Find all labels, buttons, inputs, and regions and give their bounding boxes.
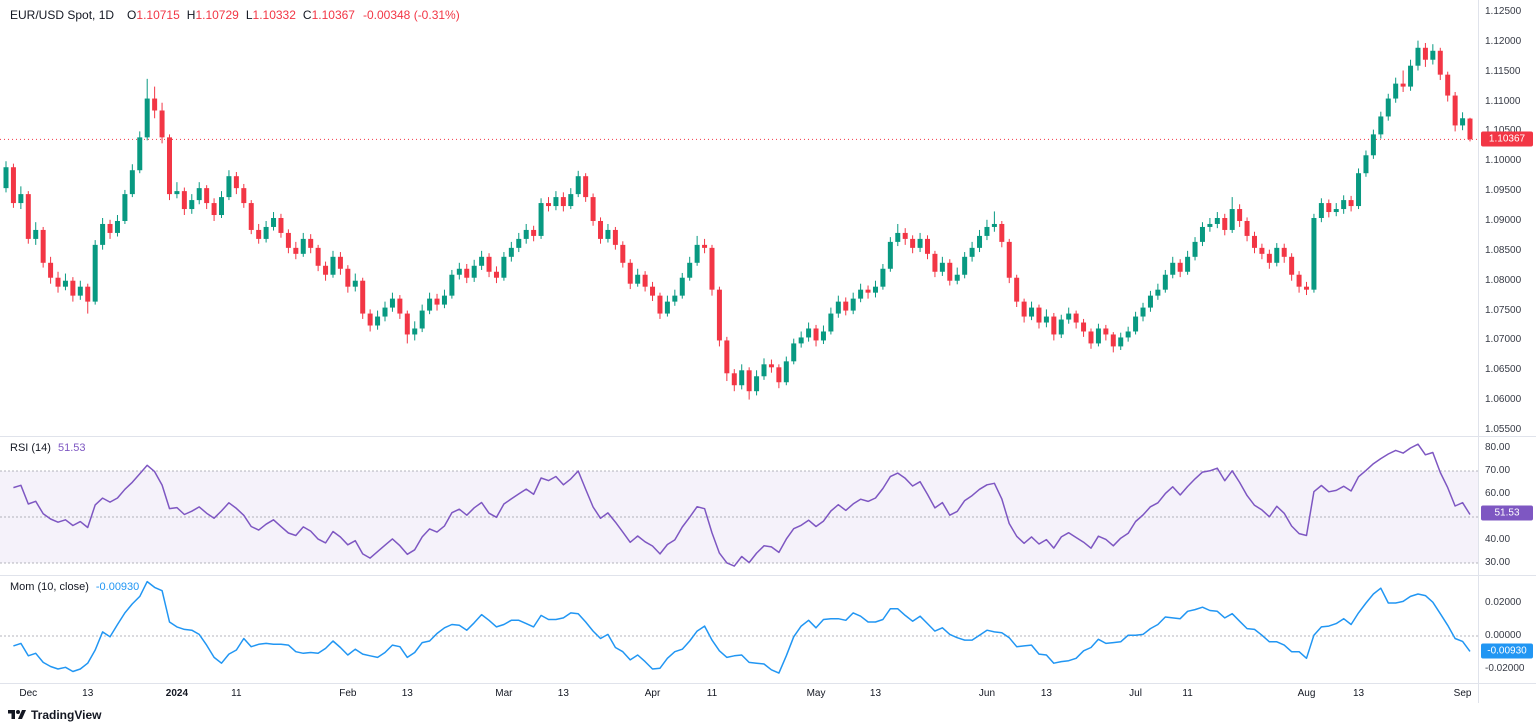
tradingview-logo[interactable]: TradingView — [8, 708, 101, 722]
axis-tick-label: 1.09000 — [1485, 214, 1522, 226]
candlestick-canvas[interactable] — [0, 0, 1478, 436]
ohlc-key: H — [186, 8, 196, 22]
axis-tick-label: 1.09500 — [1485, 185, 1522, 197]
time-axis-label: Feb — [339, 688, 357, 699]
axis-tick-label: 1.10000 — [1485, 155, 1522, 167]
time-axis-label: Dec — [19, 688, 38, 699]
time-axis-label: Jun — [978, 688, 996, 699]
rsi-value-badge: 51.53 — [1481, 505, 1533, 521]
time-axis-label: Mar — [495, 688, 513, 699]
mom-legend-value: -0.00930 — [95, 581, 140, 593]
ohlc-value: 1.10332 — [252, 8, 296, 22]
price-axis[interactable]: 1.12500 1.12000 1.11500 1.11000 1.10500 1.100… — [1478, 0, 1536, 703]
time-axis-label: 13 — [401, 688, 413, 699]
axis-tick-label: -0.02000 — [1485, 662, 1525, 674]
tradingview-logo-icon — [8, 710, 26, 719]
footer: TradingView — [0, 703, 1536, 727]
ohlc-key: O — [127, 8, 137, 22]
axis-tick-label: 30.00 — [1485, 557, 1511, 569]
tradingview-logo-text: TradingView — [31, 708, 102, 722]
time-axis-label: 11 — [1182, 688, 1193, 699]
axis-tick-label: 1.12000 — [1485, 35, 1522, 47]
time-axis-label: Sep — [1453, 688, 1472, 699]
axis-tick-label: 1.06000 — [1485, 394, 1522, 406]
change-value: -0.00348 (-0.31%) — [362, 8, 460, 22]
axis-tick-label: 1.11000 — [1485, 95, 1521, 107]
axis-tick-label: 1.10500 — [1485, 126, 1521, 136]
axis-tick-label: 80.00 — [1485, 441, 1511, 453]
ohlc-value: 1.10715 — [136, 8, 180, 22]
time-axis-label: 13 — [1352, 688, 1365, 699]
axis-tick-label: 1.08500 — [1485, 244, 1522, 256]
time-axis-label: 13 — [82, 688, 94, 699]
symbol-title[interactable]: EUR/USD Spot, 1D — [10, 8, 115, 22]
mom-value-badge: -0.00930 — [1481, 643, 1533, 659]
axis-tick-label: 60.00 — [1485, 487, 1511, 499]
pane-separator[interactable] — [0, 575, 1536, 576]
time-axis-label: 2024 — [165, 688, 189, 699]
axis-tick-label: 1.08000 — [1485, 274, 1522, 286]
last-price-badge: 1.10367 — [1481, 131, 1533, 147]
rsi-pane[interactable]: RSI (14) 51.53 — [0, 436, 1478, 575]
time-axis-label: May — [806, 688, 826, 699]
time-axis-label: Aug — [1297, 688, 1316, 699]
axis-tick-label: 1.06500 — [1485, 364, 1522, 376]
momentum-legend: Mom (10, close) -0.00930 — [10, 581, 139, 593]
momentum-canvas[interactable] — [0, 575, 1478, 683]
axis-tick-label: 70.00 — [1485, 464, 1511, 476]
time-axis-label: 11 — [706, 688, 718, 699]
time-axis-label: 11 — [231, 688, 242, 699]
time-axis-separator — [0, 683, 1536, 684]
axis-tick-label: 1.07500 — [1485, 304, 1522, 316]
axis-tick-label: 1.05500 — [1485, 424, 1522, 436]
ohlc-key: L — [245, 8, 253, 22]
ohlc-value: 1.10367 — [311, 8, 355, 22]
momentum-pane[interactable]: Mom (10, close) -0.00930 — [0, 575, 1478, 683]
mom-legend-label[interactable]: Mom (10, close) — [10, 581, 89, 593]
rsi-legend: RSI (14) 51.53 — [10, 442, 86, 454]
rsi-legend-label[interactable]: RSI (14) — [10, 442, 51, 454]
ohlc-values: O1.10715 H1.10729 L1.10332 C1.10367 — [120, 8, 355, 22]
ohlc-key: C — [302, 8, 312, 22]
axis-tick-label: 1.07000 — [1485, 334, 1522, 346]
time-axis-label: 13 — [1040, 688, 1052, 699]
axis-tick-label: 1.12500 — [1485, 5, 1522, 17]
axis-tick-label: 40.00 — [1485, 534, 1511, 546]
axis-tick-label: 1.11500 — [1485, 65, 1521, 77]
pane-separator[interactable] — [0, 436, 1536, 437]
rsi-legend-value: 51.53 — [57, 442, 86, 454]
axis-tick-label: 0.02000 — [1485, 597, 1522, 609]
time-axis-label: 13 — [557, 688, 569, 699]
time-axis-label: Jul — [1129, 688, 1142, 699]
price-pane[interactable]: EUR/USD Spot, 1D O1.10715 H1.10729 L1.10332… — [0, 0, 1478, 436]
time-axis-label: Apr — [644, 688, 661, 699]
time-axis[interactable]: Dec 13 2024 11 Feb 13 Mar 13 Apr 11 May 13 Jun 13 Jul 1… — [0, 683, 1478, 703]
time-axis-label: 13 — [869, 688, 882, 699]
ohlc-value: 1.10729 — [195, 8, 239, 22]
axis-tick-label: 0.00000 — [1485, 630, 1522, 641]
price-legend: EUR/USD Spot, 1D O1.10715 H1.10729 L1.10332… — [10, 8, 460, 22]
rsi-canvas[interactable] — [0, 436, 1478, 575]
